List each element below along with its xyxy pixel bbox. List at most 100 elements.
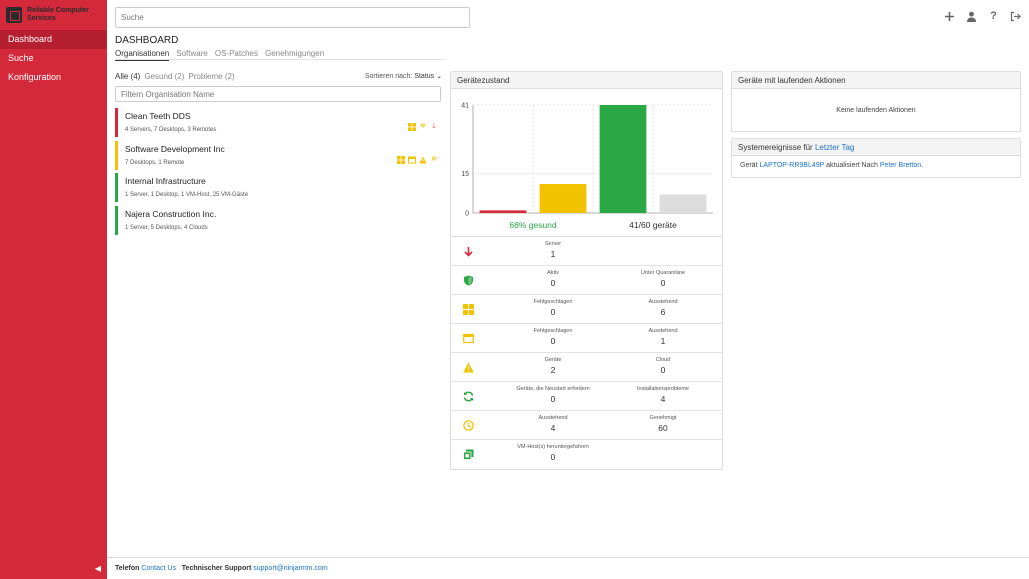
chart-bar[interactable] [479, 210, 527, 213]
stat-label: Installationsprobleme [637, 386, 689, 392]
clock-icon [463, 420, 474, 431]
arrow-down-icon [463, 246, 474, 257]
collapse-sidebar-icon[interactable]: ◀ [94, 564, 101, 573]
stat-cell[interactable]: Unter Quarantäne 0 [608, 270, 718, 288]
tab-divider [115, 59, 445, 60]
window-icon [408, 156, 416, 164]
stat-value: 0 [660, 278, 666, 288]
event-entry: Gerät LAPTOP-RR9BL49P aktualisiert Nach … [732, 156, 1020, 169]
stat-value: 0 [550, 336, 556, 346]
nav-konfiguration[interactable]: Konfiguration [8, 72, 62, 82]
logout-icon[interactable] [1010, 11, 1021, 22]
sort-dropdown[interactable]: Status ⌄ [414, 73, 442, 80]
filter-alle[interactable]: Alle (4) [115, 71, 141, 81]
stat-value: 1 [550, 249, 556, 259]
org-item[interactable]: Najera Construction Inc. 1 Server, 5 Des… [115, 205, 442, 235]
stat-cell[interactable]: Geräte 2 [498, 357, 608, 375]
stat-label: Fehlgeschlagen [533, 328, 573, 334]
stat-cell[interactable]: Cloud 0 [608, 357, 718, 375]
org-name: Clean Teeth DDS [125, 111, 191, 121]
brand-line1: Reliable Computer [27, 7, 89, 14]
stat-cell[interactable]: Installationsprobleme 4 [608, 386, 718, 404]
chevron-down-icon: ⌄ [436, 73, 442, 80]
event-user-link[interactable]: Peter Bretton [879, 162, 922, 169]
topbar: ? [107, 0, 1029, 34]
stat-label: Genehmigt [649, 415, 677, 421]
stat-label: Server [544, 241, 562, 247]
health-stats: Server 1 Aktiv 0 Unter Quarantäne 0 Fehlgeschl… [451, 237, 722, 469]
stat-value: 6 [660, 307, 666, 317]
stat-value: 0 [550, 394, 556, 404]
event-device-link[interactable]: LAPTOP-RR9BL49P [759, 162, 825, 169]
footer-support-link[interactable]: support@ninjarmm.com [253, 565, 328, 572]
org-summary: 1 Server, 5 Desktops, 4 Clouds [125, 224, 208, 231]
org-list: Clean Teeth DDS 4 Servers, 7 Desktops, 3… [115, 108, 442, 235]
stat-cell[interactable]: Ausstehend 1 [608, 328, 718, 346]
stat-row: Fehlgeschlagen 0 Ausstehend 1 [451, 324, 722, 353]
event-middle: aktualisiert Nach [826, 162, 878, 169]
stat-value: 1 [660, 336, 666, 346]
device-health-panel: Gerätezustand 0 15 41 68% gesund 41/60 gerät… [450, 71, 723, 470]
event-prefix: Gerät [740, 162, 758, 169]
stat-value: 0 [550, 452, 556, 462]
stat-cell[interactable]: Fehlgeschlagen 0 [498, 328, 608, 346]
org-summary: 4 Servers, 7 Desktops, 3 Remotes [125, 127, 217, 133]
stat-label: Ausstehend [648, 328, 678, 334]
stat-row: Server 1 [451, 237, 722, 266]
system-events-title: Systemereignisse für [738, 143, 813, 152]
stat-cell[interactable]: Ausstehend 6 [608, 299, 718, 317]
stat-value: 0 [660, 365, 666, 375]
device-count-label: 41/60 geräte [629, 220, 677, 230]
events-period-link[interactable]: Letzter Tag [814, 143, 855, 152]
org-item[interactable]: Internal Infrastructure 1 Server, 1 Desk… [115, 173, 442, 202]
stat-value: 0 [550, 307, 556, 317]
tab-organisationen[interactable]: Organisationen [115, 49, 170, 61]
filter-probleme[interactable]: Probleme (2) [188, 71, 235, 81]
org-item[interactable]: Clean Teeth DDS 4 Servers, 7 Desktops, 3… [115, 108, 442, 137]
tab-genehmigungen[interactable]: Genehmigungen [264, 49, 325, 58]
windows-icon [408, 123, 416, 131]
stat-row: Ausstehend 4 Genehmigt 60 [451, 411, 722, 440]
snowflake-icon: ❄ [420, 123, 426, 130]
nav-dashboard[interactable]: Dashboard [0, 30, 107, 49]
stat-row: Geräte, die Neustart erfordern 0 Installat… [451, 382, 722, 411]
stat-label: Cloud [655, 357, 671, 363]
stat-row: VM-Host(s) heruntergefahren 0 [451, 440, 722, 469]
footer: Telefon Contact Us Technischer Support s… [107, 557, 1029, 579]
sort-control: Sortieren nach: Status ⌄ [365, 72, 442, 80]
org-filter-input[interactable] [115, 86, 441, 102]
stat-cell[interactable]: Geräte, die Neustart erfordern 0 [498, 386, 608, 404]
stat-cell[interactable]: Ausstehend 4 [498, 415, 608, 433]
org-item[interactable]: Software Development Inc 7 Desktops, 1 R… [115, 140, 442, 170]
tab-os-patches[interactable]: OS-Patches [214, 49, 258, 58]
health-chart: 0 15 41 68% gesund 41/60 geräte [451, 89, 722, 237]
tabs: Organisationen Software OS-Patches Geneh… [115, 49, 1029, 61]
help-icon[interactable]: ? [990, 10, 997, 22]
org-name: Internal Infrastructure [125, 176, 206, 186]
chart-bar[interactable] [599, 105, 647, 213]
stat-label: Geräte [544, 357, 562, 363]
y-tick-label: 41 [461, 103, 469, 110]
organisations-panel: Alle (4) Gesund (2) Probleme (2) Sortier… [115, 70, 442, 238]
stat-cell[interactable]: Aktiv 0 [498, 270, 608, 288]
sort-label: Sortieren nach: [364, 73, 413, 80]
brand[interactable]: Reliable Computer Services [0, 0, 107, 30]
stat-row: Aktiv 0 Unter Quarantäne 0 [451, 266, 722, 295]
plus-icon[interactable] [944, 11, 955, 22]
system-events-panel: Systemereignisse für Letzter Tag Gerät L… [731, 138, 1021, 178]
stat-cell[interactable]: Genehmigt 60 [608, 415, 718, 433]
stat-cell[interactable]: Server 1 [498, 241, 608, 259]
page-title: DASHBOARD [115, 35, 179, 46]
org-summary: 7 Desktops, 1 Remote [125, 159, 185, 166]
filter-gesund[interactable]: Gesund (2) [144, 71, 185, 81]
tab-software[interactable]: Software [176, 49, 208, 58]
stat-cell[interactable]: VM-Host(s) heruntergefahren 0 [498, 444, 608, 462]
user-icon[interactable] [966, 11, 977, 22]
nav-suche[interactable]: Suche [8, 53, 34, 63]
chart-bar[interactable] [539, 184, 587, 213]
stat-row: Geräte 2 Cloud 0 [451, 353, 722, 382]
footer-contact-link[interactable]: Contact Us [141, 565, 176, 572]
stat-cell[interactable]: Fehlgeschlagen 0 [498, 299, 608, 317]
chart-bar[interactable] [659, 194, 707, 213]
search-input[interactable] [115, 7, 470, 28]
